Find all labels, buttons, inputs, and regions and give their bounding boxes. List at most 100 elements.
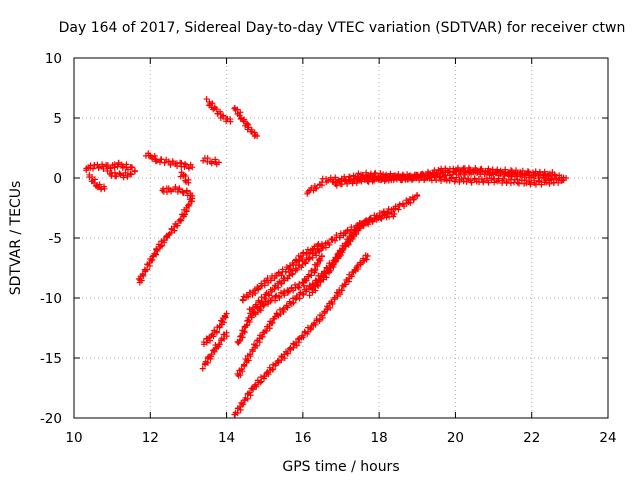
plus-marker [107,165,114,172]
plus-marker [293,266,300,273]
plus-marker [268,320,275,327]
plus-marker [375,173,382,180]
plus-marker [251,287,258,294]
plus-marker [244,120,251,127]
plus-marker [316,248,323,255]
plus-marker [347,237,354,244]
plus-marker [419,170,426,177]
plus-marker [367,171,374,178]
plus-marker [404,171,411,178]
plus-marker [216,324,223,331]
plus-marker [284,289,291,296]
plus-marker [408,173,415,180]
plus-marker [151,152,158,159]
plus-marker [95,164,102,171]
plus-marker [248,126,255,133]
plus-marker [332,258,339,265]
plus-marker [318,253,325,259]
x-tick-label: 22 [523,430,540,446]
plus-marker [90,165,97,172]
plus-marker [220,112,227,119]
data-series [304,181,325,197]
plus-marker [245,293,252,300]
plus-marker [357,223,364,230]
plus-marker [306,255,313,262]
plus-marker [372,169,379,176]
plus-marker [385,210,392,217]
plus-marker [290,295,297,302]
plus-marker [293,294,300,301]
plus-marker [245,357,252,364]
x-tick-label: 12 [142,430,159,446]
plus-marker [260,302,267,309]
data-series [142,150,196,172]
plus-marker [383,171,390,178]
plus-marker [551,171,558,178]
plus-marker [294,283,301,290]
plus-marker [338,181,345,188]
plus-marker [515,180,522,187]
chart-title: Day 164 of 2017, Sidereal Day-to-day VTE… [59,20,626,36]
plus-marker [559,177,566,184]
plus-marker [453,174,460,181]
plus-marker [323,274,330,281]
plus-marker [507,167,514,174]
plus-marker [361,219,368,226]
plus-marker [264,300,271,307]
plus-marker [514,179,521,186]
plus-marker [337,291,344,298]
plus-marker [91,179,98,186]
data-series [104,168,135,181]
plus-marker [220,319,227,326]
plus-marker [307,326,314,333]
plus-marker [127,170,134,177]
plus-marker [396,174,403,181]
plus-marker [315,283,322,290]
plus-marker [336,253,343,260]
plus-marker [480,178,487,185]
plus-marker [500,175,507,182]
plus-marker [302,277,309,284]
plus-marker [391,172,398,179]
plus-marker [209,100,216,107]
plus-marker [302,260,309,267]
y-tick-label: -5 [49,231,62,247]
plus-marker [213,106,220,113]
plus-marker [96,181,103,188]
plus-marker [525,168,532,175]
plus-marker [241,329,248,336]
plus-marker [265,371,272,378]
plus-marker [272,362,279,369]
plus-marker [482,167,489,174]
plus-marker [272,283,279,290]
plus-marker [276,293,283,300]
plus-marker [555,179,562,186]
plus-marker [129,164,136,171]
plus-marker [536,169,543,176]
plus-marker [101,185,108,192]
plus-marker [433,177,440,184]
plus-marker [354,266,361,273]
plus-marker [488,175,495,182]
data-series [352,164,558,182]
plus-marker [299,290,306,297]
plus-marker [183,188,190,195]
plus-marker [210,333,217,340]
plus-marker [438,177,445,184]
plus-marker [253,383,260,390]
plus-marker [254,133,261,139]
plus-marker [164,234,171,241]
plus-marker [237,372,244,379]
plus-marker [208,351,215,358]
plus-marker [312,287,319,294]
plus-marker [240,297,247,304]
plus-marker [223,310,230,317]
plus-marker [186,202,193,209]
plus-marker [414,193,421,199]
plus-marker [532,181,539,188]
plus-marker [377,214,384,221]
plus-marker [281,355,288,362]
plus-marker [450,168,457,175]
plus-marker [431,169,438,176]
